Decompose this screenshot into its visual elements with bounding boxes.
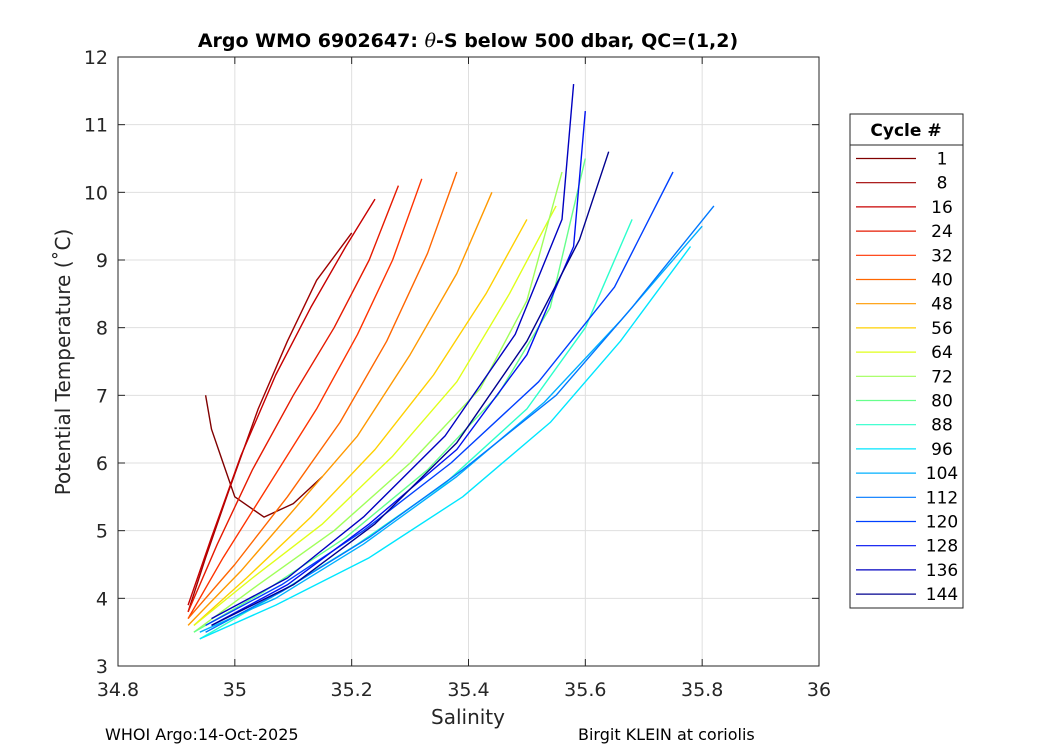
series-line-cycle-16 — [187, 198, 376, 606]
series-line-cycle-24 — [187, 185, 400, 613]
series-line-cycle-40 — [187, 171, 458, 620]
legend-label-88: 88 — [931, 416, 953, 436]
chart-title-prefix: Argo WMO 6902647: — [198, 30, 425, 52]
legend-label-1: 1 — [937, 150, 948, 170]
y-tick-label: 12 — [84, 47, 108, 69]
y-tick-label: 8 — [96, 318, 108, 340]
x-tick-label: 35.4 — [447, 679, 489, 701]
x-tick-label: 35 — [223, 679, 247, 701]
legend-label-40: 40 — [931, 271, 953, 291]
axis-ticks — [117, 56, 820, 667]
chart-title-theta: θ — [425, 30, 437, 52]
legend-box — [849, 113, 964, 609]
series-line-cycle-8 — [187, 232, 353, 613]
legend-label-64: 64 — [931, 343, 953, 363]
legend-title: Cycle # — [870, 121, 941, 141]
legend-label-136: 136 — [926, 561, 958, 581]
y-tick-label: 5 — [96, 521, 108, 543]
x-tick-label: 36 — [807, 679, 831, 701]
y-tick-label: 11 — [84, 115, 108, 137]
footer-right-credit: Birgit KLEIN at coriolis — [578, 725, 755, 744]
series-line-cycle-136 — [211, 84, 575, 620]
legend: Cycle # 1 8 16 24 32 40 48 56 64 72 80 88 96 104 112 12… — [849, 113, 964, 609]
footer-left-credit: WHOI Argo:14-Oct-2025 — [105, 725, 299, 744]
series-line-cycle-1 — [204, 395, 323, 518]
legend-entries: 1 8 16 24 32 40 48 56 64 72 80 88 96 104 112 120 128 136 1… — [856, 150, 958, 605]
x-tick-label: 35.8 — [681, 679, 723, 701]
series-line-cycle-72 — [193, 171, 563, 633]
legend-label-80: 80 — [931, 392, 953, 412]
series-line-cycle-120 — [205, 171, 674, 627]
legend-label-112: 112 — [926, 488, 958, 508]
series-line-cycle-56 — [193, 219, 528, 626]
x-tick-label: 34.8 — [97, 679, 139, 701]
chart-title: Argo WMO 6902647: θ-S below 500 dbar, QC… — [198, 30, 738, 52]
legend-label-32: 32 — [931, 246, 953, 266]
y-tick-label: 4 — [96, 588, 108, 610]
series-line-cycle-32 — [187, 178, 423, 619]
y-tick-label: 10 — [84, 182, 108, 204]
legend-label-96: 96 — [931, 440, 953, 460]
y-tick-label: 9 — [96, 250, 108, 272]
y-tick-label: 6 — [96, 453, 108, 475]
tick-labels: 34.8 35 35.2 35.4 35.6 35.8 36 3 4 5 6 7 8 9 10 11 12 — [84, 47, 831, 701]
series-line-cycle-128 — [211, 111, 586, 627]
legend-label-16: 16 — [931, 198, 953, 218]
legend-label-144: 144 — [926, 585, 958, 605]
x-tick-label: 35.2 — [331, 679, 373, 701]
y-tick-label: 3 — [96, 656, 108, 678]
y-tick-label: 7 — [96, 385, 108, 407]
chart-title-suffix: -S below 500 dbar, QC=(1,2) — [436, 30, 738, 52]
legend-label-104: 104 — [926, 464, 958, 484]
series-line-cycle-144 — [211, 151, 610, 627]
legend-label-72: 72 — [931, 367, 953, 387]
legend-label-128: 128 — [926, 537, 958, 557]
series-lines — [187, 84, 715, 640]
x-axis-label: Salinity — [431, 705, 505, 729]
series-line-cycle-80 — [193, 158, 586, 633]
series-line-cycle-96 — [199, 246, 692, 640]
x-tick-label: 35.6 — [564, 679, 606, 701]
legend-label-24: 24 — [931, 222, 953, 242]
series-line-cycle-112 — [205, 205, 715, 633]
legend-label-120: 120 — [926, 513, 958, 533]
legend-label-56: 56 — [931, 319, 953, 339]
legend-label-8: 8 — [937, 174, 948, 194]
legend-label-48: 48 — [931, 295, 953, 315]
y-axis-label: Potential Temperature (˚C) — [51, 229, 75, 496]
series-line-cycle-64 — [193, 205, 557, 626]
series-line-cycle-48 — [187, 192, 493, 626]
